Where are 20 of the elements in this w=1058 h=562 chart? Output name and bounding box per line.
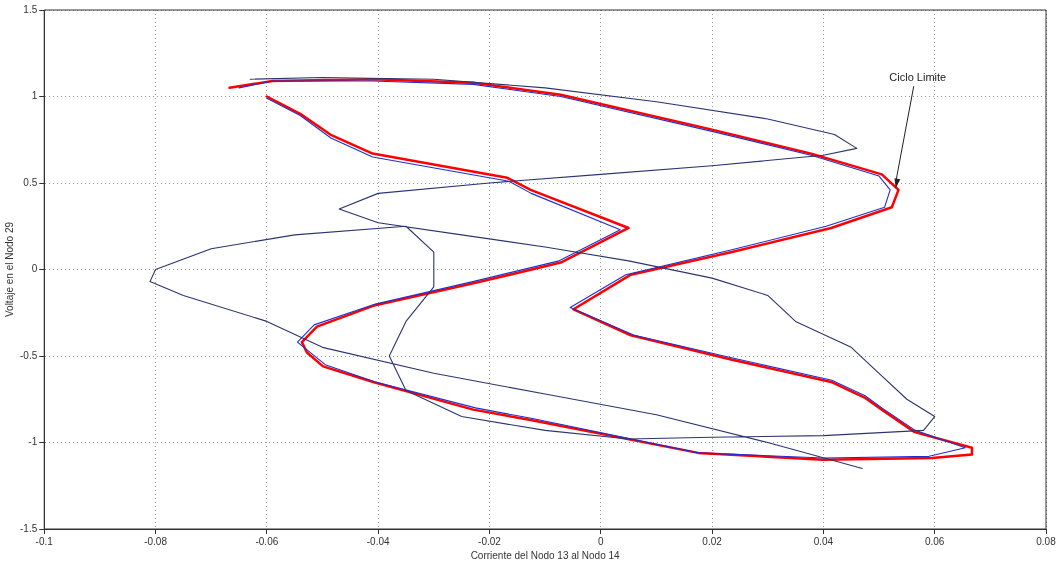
y-tick-label: -1.5 <box>20 522 38 534</box>
x-tick-label: 0.06 <box>924 535 945 547</box>
annotation: Ciclo Limite <box>889 70 947 83</box>
x-tick-label: -0.02 <box>478 535 502 547</box>
y-tick-label: -1 <box>28 436 38 448</box>
x-tick-label: -0.1 <box>35 535 54 547</box>
y-tick-label: 1 <box>31 90 38 102</box>
x-tick-label: 0 <box>597 535 604 547</box>
y-tick-label: -0.5 <box>20 349 38 361</box>
x-tick-label: 0.02 <box>702 535 723 547</box>
x-tick-label: 0.04 <box>813 535 834 547</box>
x-tick-label: 0.08 <box>1036 535 1057 547</box>
y-tick-label: 0.5 <box>23 176 38 188</box>
y-axis-title: Voltaje en el Nodo 29 <box>3 221 15 318</box>
x-tick-label: -0.06 <box>255 535 279 547</box>
x-tick-label: -0.08 <box>144 535 168 547</box>
y-tick-label: 0 <box>31 263 38 275</box>
x-tick-label: -0.04 <box>366 535 390 547</box>
y-tick-label: 1.5 <box>23 3 38 15</box>
x-axis-title: Corriente del Nodo 13 al Nodo 14 <box>470 549 621 561</box>
